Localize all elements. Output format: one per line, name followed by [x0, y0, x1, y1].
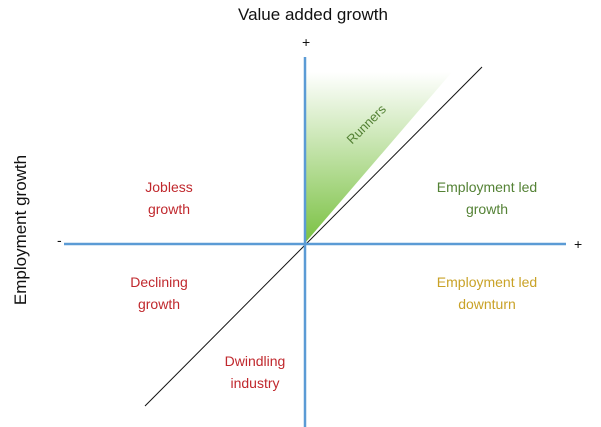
declining-growth-label: Declining growth [94, 271, 224, 315]
y-axis-title: Employment growth [11, 154, 30, 306]
jobless-growth-line-1: Jobless [145, 179, 193, 195]
employment-led-growth-label: Employment led growth [412, 176, 562, 220]
dwindling-industry-line-1: Dwindling [224, 353, 286, 369]
employment-led-downturn-line-2: downturn [458, 296, 516, 312]
employment-led-growth-line-1: Employment led [436, 179, 538, 195]
dwindling-industry-line-2: industry [230, 375, 280, 391]
declining-growth-line-2: growth [137, 296, 181, 312]
jobless-growth-label: Jobless growth [104, 176, 234, 220]
y-axis-plus-sign: + [302, 34, 311, 50]
x-axis-title: Value added growth [238, 5, 388, 24]
dwindling-industry-label: Dwindling industry [190, 350, 320, 394]
declining-growth-line-1: Declining [130, 274, 188, 290]
employment-led-downturn-label: Employment led downturn [412, 271, 562, 315]
x-axis-minus-sign: - [57, 232, 62, 248]
diagonal-line [144, 66, 483, 407]
employment-led-downturn-line-1: Employment led [436, 274, 538, 290]
employment-led-growth-line-2: growth [465, 201, 509, 217]
x-axis-plus-sign: + [574, 236, 583, 252]
jobless-growth-line-2: growth [147, 201, 191, 217]
runners-region [305, 72, 452, 243]
